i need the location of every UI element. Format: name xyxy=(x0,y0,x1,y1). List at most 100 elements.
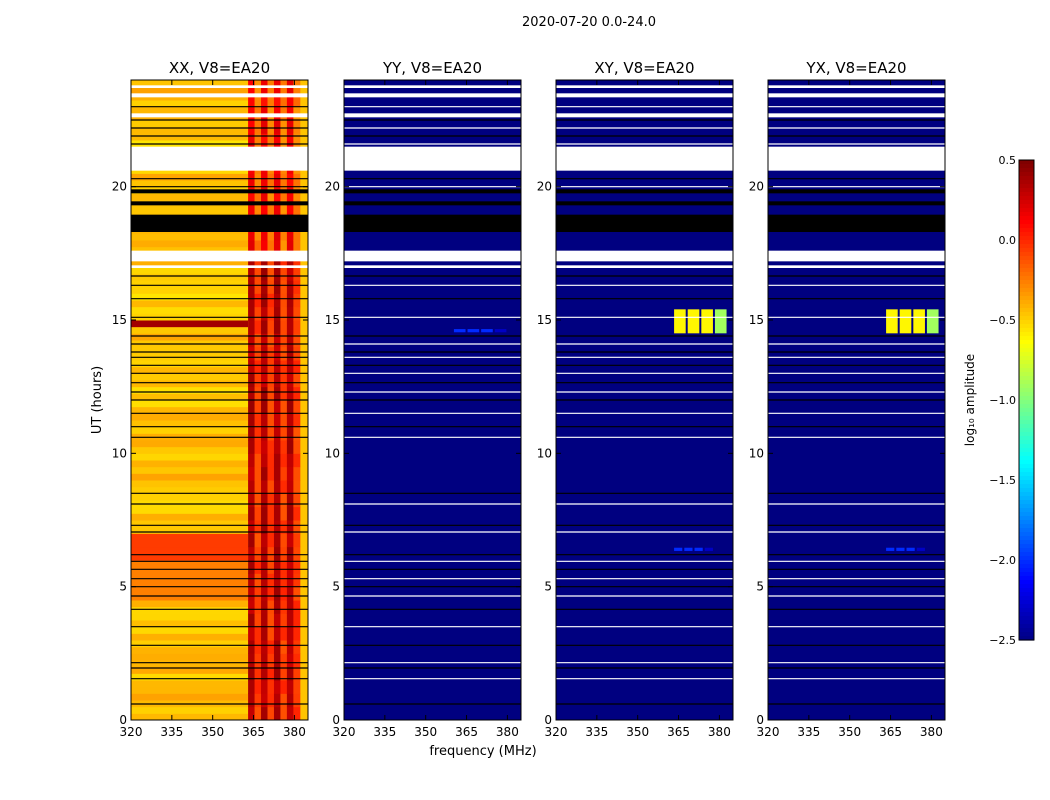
colorbar-segment xyxy=(1019,300,1034,305)
heatmap-cell xyxy=(248,133,256,148)
heatmap-cell xyxy=(131,373,249,381)
heatmap-cell xyxy=(280,706,288,720)
heatmap-feature xyxy=(704,547,713,551)
heatmap-cell xyxy=(248,440,256,454)
colorbar-segment xyxy=(1019,444,1034,449)
heatmap-cell xyxy=(131,666,249,674)
heatmap-cell xyxy=(280,333,288,348)
flag-band-black xyxy=(768,189,945,194)
colorbar-segment xyxy=(1019,384,1034,389)
heatmap-cell xyxy=(286,666,294,681)
heatmap-cell xyxy=(254,560,262,574)
panel-frame xyxy=(767,79,946,721)
heatmap-cell xyxy=(280,200,288,214)
heatmap-cell xyxy=(267,466,275,481)
heatmap-cell xyxy=(254,493,262,508)
heatmap-cell xyxy=(280,413,288,428)
heatmap-cell xyxy=(254,626,262,641)
heatmap-cell xyxy=(280,346,288,361)
heatmap-cell xyxy=(254,93,262,108)
colorbar-segment xyxy=(1019,596,1034,601)
heatmap-cell xyxy=(131,133,249,141)
heatmap-cell xyxy=(273,546,281,561)
heatmap-feature xyxy=(674,309,686,334)
heatmap-feature xyxy=(886,547,895,551)
heatmap-cell xyxy=(248,520,256,534)
heatmap-cell xyxy=(248,680,256,694)
heatmap-cell xyxy=(267,280,275,294)
heatmap-cell xyxy=(131,273,249,281)
x-tick-label: 335 xyxy=(797,725,820,739)
heatmap-cell xyxy=(131,86,249,94)
x-tick-label: 365 xyxy=(879,725,902,739)
heatmap-cell xyxy=(273,240,281,254)
heatmap-cell xyxy=(293,200,301,214)
heatmap-cell xyxy=(280,480,288,494)
heatmap-cell xyxy=(273,600,281,614)
heatmap-cell xyxy=(248,546,256,561)
heatmap-cell xyxy=(131,400,249,408)
heatmap-cell xyxy=(293,346,301,361)
heatmap-cell xyxy=(280,173,288,188)
colorbar-segment xyxy=(1019,636,1034,641)
heatmap-cell xyxy=(248,466,256,481)
heatmap-cell xyxy=(254,400,262,414)
heatmap-cell xyxy=(293,426,301,441)
heatmap-cell xyxy=(267,133,275,148)
heatmap-cell xyxy=(273,453,281,468)
heatmap-cell xyxy=(261,640,268,654)
heatmap-cell xyxy=(131,486,249,494)
heatmap-cell xyxy=(280,626,288,641)
heatmap-cell xyxy=(261,346,268,361)
heatmap-cell xyxy=(286,306,294,321)
heatmap-cell xyxy=(261,320,268,334)
heatmap-cell xyxy=(267,586,275,601)
heatmap-cell xyxy=(261,200,268,214)
heatmap-cell xyxy=(286,520,294,534)
heatmap-cell xyxy=(131,573,249,581)
heatmap-cell xyxy=(286,466,294,481)
colorbar-segment xyxy=(1019,460,1034,465)
heatmap-cell xyxy=(261,533,268,548)
heatmap-cell xyxy=(248,640,256,654)
heatmap-cell xyxy=(261,93,268,108)
colorbar-segment xyxy=(1019,348,1034,353)
flag-band-white xyxy=(768,146,945,171)
colorbar-segment xyxy=(1019,308,1034,313)
y-tick-label: 10 xyxy=(325,446,340,460)
heatmap-cell xyxy=(267,426,275,441)
colorbar-segment xyxy=(1019,340,1034,345)
y-axis-label: UT (hours) xyxy=(90,366,105,434)
heatmap-cell xyxy=(131,306,249,314)
colorbar-segment xyxy=(1019,328,1034,333)
flag-band-black xyxy=(131,189,308,194)
colorbar-segment xyxy=(1019,332,1034,337)
heatmap-cell xyxy=(131,393,249,401)
heatmap-cell xyxy=(293,386,301,401)
heatmap-feature xyxy=(694,547,703,551)
heatmap-cell xyxy=(273,626,281,641)
heatmap-cell xyxy=(273,586,281,601)
x-tick-label: 320 xyxy=(333,725,356,739)
colorbar-segment xyxy=(1019,468,1034,473)
colorbar-segment xyxy=(1019,160,1034,165)
heatmap-cell xyxy=(131,513,249,521)
heatmap-cell xyxy=(267,560,275,574)
heatmap-cell xyxy=(267,266,275,281)
colorbar-segment xyxy=(1019,360,1034,365)
heatmap-cell xyxy=(273,613,281,628)
heatmap-cell xyxy=(280,533,288,548)
heatmap-cell xyxy=(267,626,275,641)
colorbar-segment xyxy=(1019,500,1034,505)
colorbar-segment xyxy=(1019,280,1034,285)
heatmap-cell xyxy=(248,280,256,294)
colorbar-segment xyxy=(1019,212,1034,217)
heatmap-cell xyxy=(293,266,301,281)
heatmap-cell xyxy=(131,660,249,668)
heatmap-cell xyxy=(254,186,262,201)
heatmap-cell xyxy=(293,360,301,374)
heatmap-cell xyxy=(293,306,301,321)
heatmap-feature xyxy=(453,329,466,333)
y-tick-label: 15 xyxy=(537,313,552,327)
heatmap-cell xyxy=(267,653,275,668)
